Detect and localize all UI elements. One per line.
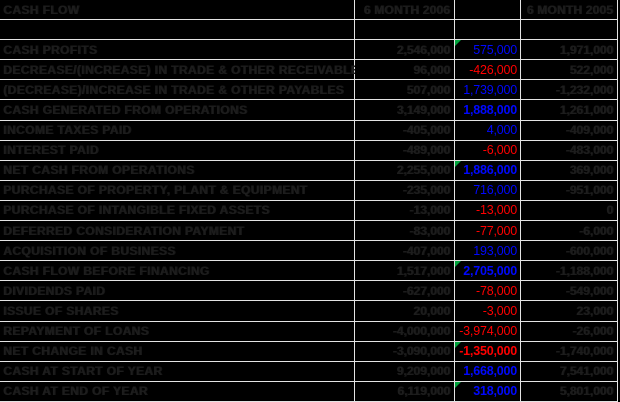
row-label[interactable]: CASH FLOW BEFORE FINANCING (0, 261, 355, 282)
value-2006[interactable]: -405,000 (355, 120, 455, 141)
row-label[interactable]: CASH PROFITS (0, 40, 355, 61)
table-title-cell[interactable]: CASH FLOW (0, 0, 355, 21)
value-2005[interactable] (521, 20, 618, 41)
row-label[interactable] (0, 20, 355, 41)
comment-flag-icon (455, 40, 461, 47)
value-2005[interactable]: -6,000 (521, 221, 618, 242)
value-change[interactable]: 1,739,000 (455, 80, 521, 101)
value-2006[interactable]: -407,000 (355, 241, 455, 262)
row-label[interactable]: NET CASH FROM OPERATIONS (0, 160, 355, 181)
value-2006[interactable]: -627,000 (355, 281, 455, 302)
value-2005[interactable]: 23,000 (521, 301, 618, 322)
value-change[interactable]: -1,350,000 (455, 341, 521, 362)
value-2005[interactable]: 0 (521, 200, 618, 222)
row-label[interactable]: ISSUE OF SHARES (0, 301, 355, 322)
value-2005[interactable]: -1,232,000 (521, 80, 618, 101)
value-2005[interactable]: 5,801,000 (521, 381, 618, 402)
column-header-2006[interactable]: 6 MONTH 2006 (355, 0, 455, 21)
row-label[interactable]: INCOME TAXES PAID (0, 120, 355, 141)
value-change[interactable]: 1,888,000 (455, 100, 521, 121)
value-2005[interactable]: 7,541,000 (521, 361, 618, 382)
value-2005[interactable]: -409,000 (521, 120, 618, 141)
value-change[interactable]: -3,974,000 (455, 321, 521, 342)
comment-flag-icon (455, 261, 461, 268)
row-label[interactable]: CASH AT END OF YEAR (0, 381, 355, 402)
value-2005[interactable]: 369,000 (521, 160, 618, 181)
value-2006[interactable]: 2,546,000 (355, 40, 455, 61)
value-change[interactable]: -3,000 (455, 301, 521, 322)
value-change[interactable]: 1,668,000 (455, 361, 521, 382)
row-label[interactable]: INTEREST PAID (0, 140, 355, 161)
value-2006[interactable]: -489,000 (355, 140, 455, 161)
comment-flag-icon (455, 381, 461, 388)
row-label[interactable]: PURCHASE OF PROPERTY, PLANT & EQUIPMENT (0, 180, 355, 201)
value-2005[interactable]: 1,971,000 (521, 40, 618, 61)
value-2006[interactable]: -4,000,000 (355, 321, 455, 342)
value-2006[interactable]: 507,000 (355, 80, 455, 101)
row-label[interactable]: ACQUISITION OF BUSINESS (0, 241, 355, 262)
value-2006[interactable]: 6,119,000 (355, 381, 455, 402)
row-label[interactable]: REPAYMENT OF LOANS (0, 321, 355, 342)
value-2005[interactable]: -26,000 (521, 321, 618, 342)
row-label[interactable]: (DECREASE)/INCREASE IN TRADE & OTHER PAY… (0, 80, 355, 101)
value-change[interactable]: 2,705,000 (455, 261, 521, 282)
row-label[interactable]: PURCHASE OF INTANGIBLE FIXED ASSETS (0, 200, 355, 222)
row-label[interactable]: NET CHANGE IN CASH (0, 341, 355, 362)
value-change[interactable]: 1,886,000 (455, 160, 521, 181)
row-label[interactable]: DEFERRED CONSIDERATION PAYMENT (0, 221, 355, 242)
value-2005[interactable]: -600,000 (521, 241, 618, 262)
column-header-change[interactable] (455, 0, 521, 21)
value-change[interactable]: 4,000 (455, 120, 521, 141)
value-change[interactable]: -78,000 (455, 281, 521, 302)
value-change[interactable]: 193,000 (455, 241, 521, 262)
value-change[interactable]: 318,000 (455, 381, 521, 402)
value-2005[interactable]: 522,000 (521, 60, 618, 81)
value-2005[interactable]: -1,740,000 (521, 341, 618, 362)
column-header-2005[interactable]: 6 MONTH 2005 (521, 0, 618, 21)
value-2006[interactable]: -3,090,000 (355, 341, 455, 362)
value-change[interactable]: -6,000 (455, 140, 521, 161)
row-label[interactable]: DIVIDENDS PAID (0, 281, 355, 302)
value-2006[interactable]: -13,000 (355, 200, 455, 222)
value-2005[interactable]: -951,000 (521, 180, 618, 201)
value-change[interactable] (455, 20, 521, 41)
row-label[interactable]: CASH GENERATED FROM OPERATIONS (0, 100, 355, 121)
value-change[interactable]: -77,000 (455, 221, 521, 242)
value-2005[interactable]: -483,000 (521, 140, 618, 161)
value-2006[interactable]: 96,000 (355, 60, 455, 81)
value-2006[interactable]: 2,255,000 (355, 160, 455, 181)
value-change[interactable]: -13,000 (455, 200, 521, 222)
row-label[interactable]: DECREASE/(INCREASE) IN TRADE & OTHER REC… (0, 60, 367, 81)
row-label[interactable]: CASH AT START OF YEAR (0, 361, 355, 382)
value-2005[interactable]: -1,188,000 (521, 261, 618, 282)
value-change[interactable]: 575,000 (455, 40, 521, 61)
value-2006[interactable]: 1,517,000 (355, 261, 455, 282)
comment-flag-icon (455, 341, 461, 348)
value-2006[interactable]: -83,000 (355, 221, 455, 242)
value-2005[interactable]: 1,261,000 (521, 100, 618, 121)
value-2006[interactable]: 9,209,000 (355, 361, 455, 382)
value-2006[interactable]: 20,000 (355, 301, 455, 322)
value-change[interactable]: -426,000 (455, 60, 521, 81)
comment-flag-icon (455, 160, 461, 167)
value-2006[interactable]: 3,149,000 (355, 100, 455, 121)
value-change[interactable]: 716,000 (455, 180, 521, 201)
value-2005[interactable]: -549,000 (521, 281, 618, 302)
value-2006[interactable] (355, 20, 455, 41)
value-2006[interactable]: -235,000 (355, 180, 455, 201)
